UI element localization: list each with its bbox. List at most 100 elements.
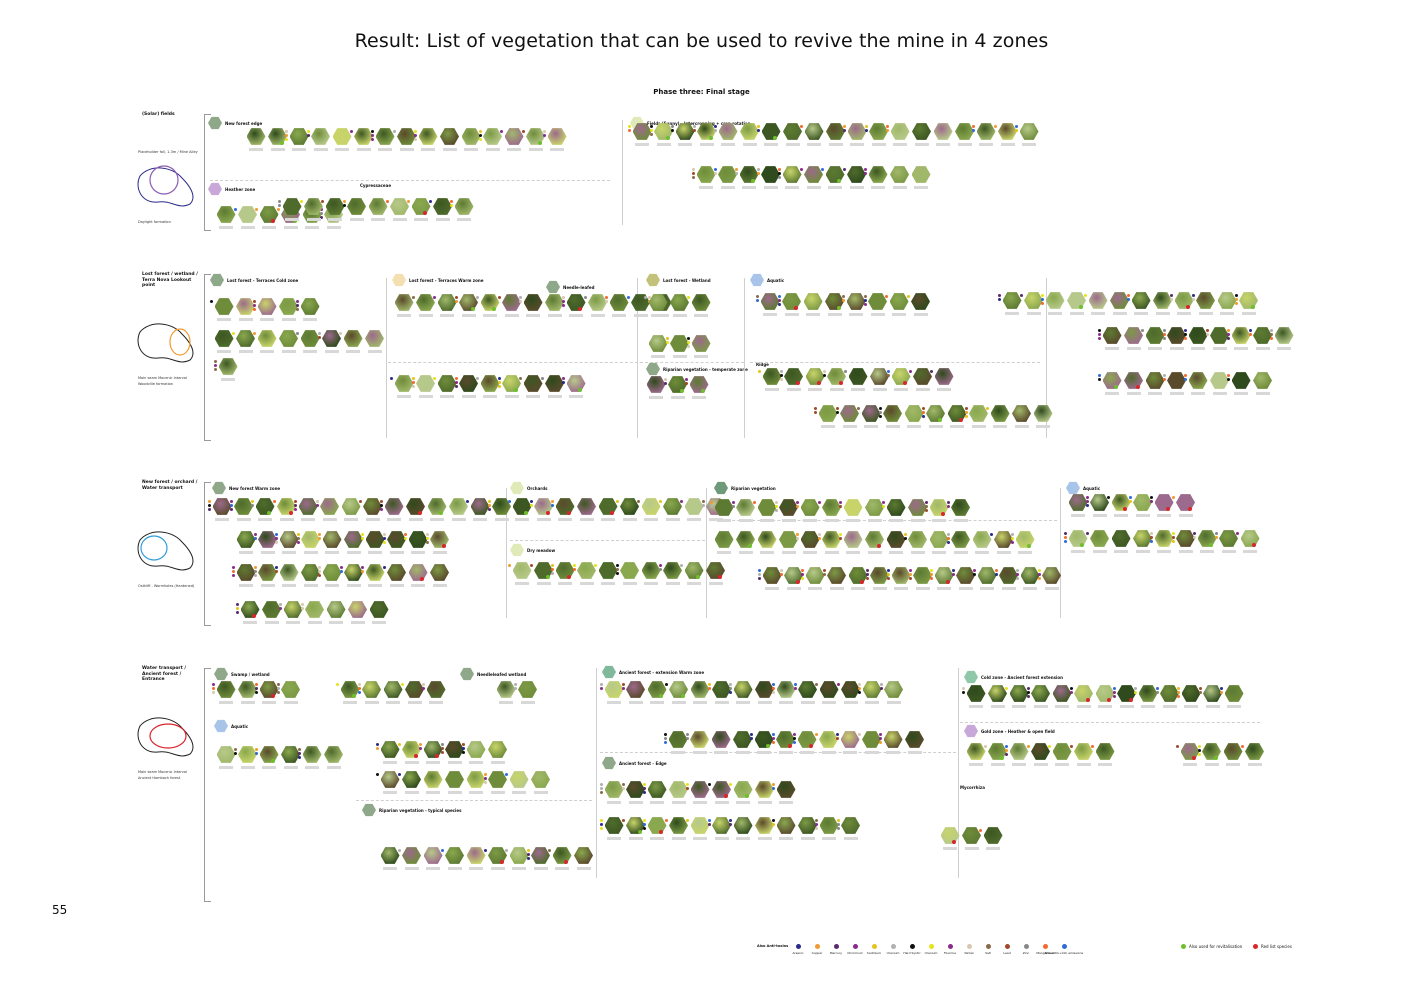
plant-photo-hexagon	[375, 128, 395, 145]
toxin-dot	[1270, 329, 1273, 332]
plant-tile	[406, 497, 426, 527]
plant-caption-placeholder	[867, 551, 882, 554]
plant-tile	[994, 566, 1019, 596]
plant-caption-placeholder	[871, 186, 885, 189]
toxin-dot	[815, 819, 818, 822]
plant-photo-hexagon	[1203, 685, 1222, 702]
toxin-indicator-dots	[729, 819, 732, 827]
plant-photo-hexagon	[322, 564, 342, 581]
toxin-indicator-dots	[476, 377, 479, 381]
plant-photo-hexagon	[1145, 327, 1165, 344]
status-dot	[659, 694, 663, 698]
plant-photo-hexagon	[574, 847, 593, 864]
plant-caption-placeholder	[1234, 347, 1248, 350]
plant-caption-placeholder	[1119, 705, 1134, 708]
plant-tile	[253, 329, 277, 359]
legend-dot	[833, 944, 839, 949]
plant-tile	[1223, 742, 1243, 772]
toxin-dot	[285, 138, 288, 141]
toxin-dot	[400, 683, 404, 686]
toxin-dot	[462, 747, 465, 750]
status-dot	[952, 840, 956, 844]
toxin-dot	[600, 683, 603, 686]
section-separator	[640, 362, 744, 363]
plant-photo-hexagon	[962, 827, 981, 844]
status-dot	[578, 388, 582, 392]
plant-photo-hexagon	[803, 293, 823, 310]
plant-tile	[774, 498, 799, 528]
toxin-dot	[685, 382, 688, 385]
toxin-indicator-dots	[962, 687, 965, 695]
plant-photo-hexagon	[865, 531, 884, 548]
plant-photo-hexagon	[755, 781, 774, 798]
toxin-dot	[414, 138, 417, 141]
plant-photo-hexagon	[531, 847, 550, 864]
plant-photo-hexagon	[1012, 405, 1031, 422]
plant-photo-hexagon	[1138, 685, 1158, 702]
toxin-dot	[251, 500, 254, 503]
plant-caption-placeholder	[650, 801, 664, 804]
toxin-indicator-dots	[750, 733, 753, 741]
plant-tile	[368, 197, 388, 227]
plant-tile	[955, 122, 975, 152]
toxin-dot	[793, 733, 796, 736]
plant-tile	[214, 357, 238, 387]
toxin-dot	[843, 125, 846, 128]
toxin-dot	[425, 541, 429, 544]
plant-caption-placeholder	[435, 218, 450, 221]
toxin-dot	[210, 300, 213, 303]
plant-caption-placeholder	[418, 314, 433, 317]
toxin-dot	[836, 819, 840, 822]
toxin-dot	[478, 130, 482, 133]
plant-caption-placeholder	[1204, 763, 1219, 766]
plant-caption-placeholder	[1234, 392, 1248, 395]
plant-photo-hexagon	[1111, 494, 1131, 511]
plant-tile	[1124, 371, 1144, 401]
toxin-dot	[796, 537, 799, 540]
plant-caption-placeholder	[512, 867, 526, 870]
plant-caption-placeholder	[1220, 312, 1234, 315]
plant-photo-hexagon	[577, 498, 596, 515]
section-heading: New forest edge	[208, 116, 262, 130]
plant-tile	[930, 367, 954, 397]
toxin-dot	[253, 574, 257, 577]
toxin-indicator-dots	[276, 683, 280, 695]
toxin-dot	[1234, 302, 1238, 305]
toxin-dot	[513, 683, 517, 686]
toxin-indicator-dots	[771, 733, 775, 745]
legend-dot	[852, 944, 858, 949]
legend-item: Nickel	[958, 944, 980, 955]
toxin-dot	[1184, 337, 1187, 340]
plant-caption-placeholder	[893, 143, 907, 146]
plant-tile	[825, 292, 845, 322]
toxin-dot	[951, 569, 955, 572]
plant-caption-placeholder	[714, 701, 729, 704]
plant-caption-placeholder	[628, 837, 643, 840]
plant-tile	[887, 367, 911, 397]
toxin-indicator-dots	[637, 500, 640, 504]
section-heading: Lost forest - Terraces Warm zone	[392, 273, 483, 287]
plant-photo-hexagon	[518, 681, 537, 698]
plant-photo-hexagon	[397, 128, 416, 145]
plant-caption-placeholder	[720, 186, 735, 189]
plant-photo-hexagon	[300, 330, 320, 347]
plant-photo-hexagon	[926, 405, 945, 422]
status-dot	[1192, 756, 1196, 760]
plant-tile	[1171, 529, 1196, 559]
plant-tile	[758, 566, 782, 596]
plant-tile	[857, 730, 882, 760]
toxin-dot	[440, 849, 444, 852]
plant-tile	[756, 165, 781, 195]
toxin-indicator-dots	[275, 533, 278, 545]
status-dot	[1080, 543, 1084, 547]
plant-caption-placeholder	[1114, 514, 1128, 517]
toxin-indicator-dots	[251, 500, 254, 508]
plant-tile	[336, 680, 360, 710]
plant-tile	[422, 680, 446, 710]
plant-caption-placeholder	[850, 143, 864, 146]
toxin-dot	[822, 370, 826, 373]
toxin-dot	[255, 208, 258, 211]
plant-photo-hexagon	[362, 681, 381, 698]
plant-caption-placeholder	[958, 587, 973, 590]
toxin-indicator-dots	[210, 300, 213, 304]
